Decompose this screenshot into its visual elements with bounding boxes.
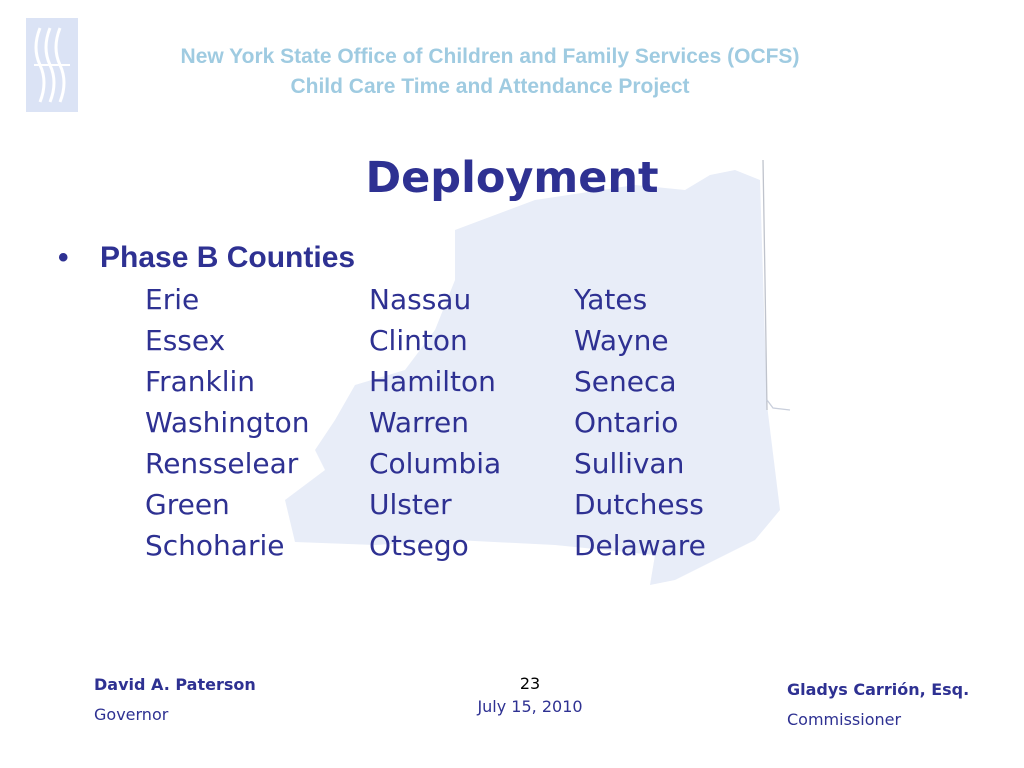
county-name: Delaware — [574, 529, 706, 562]
county-name: Washington — [145, 406, 310, 439]
county-name: Dutchess — [574, 488, 704, 521]
governor-title: Governor — [94, 705, 169, 724]
bullet-icon: • — [58, 241, 69, 274]
bullet-label: Phase B Counties — [100, 241, 356, 274]
footer-commissioner: Gladys Carrión, Esq. Commissioner — [787, 679, 969, 731]
county-name: Warren — [369, 406, 469, 439]
new-york-state-map-icon — [285, 160, 791, 585]
commissioner-title: Commissioner — [787, 710, 902, 729]
slide-header: New York State Office of Children and Fa… — [90, 42, 890, 102]
county-name: Nassau — [369, 283, 472, 316]
county-name: Hamilton — [369, 365, 496, 398]
footer-governor: David A. Paterson Governor — [94, 674, 256, 726]
county-name: Schoharie — [145, 529, 285, 562]
county-name: Clinton — [369, 324, 468, 357]
page-number: 23 — [519, 674, 541, 693]
county-name: Wayne — [574, 324, 669, 357]
county-name: Essex — [145, 324, 226, 357]
county-name: Ulster — [369, 488, 452, 521]
county-name: Franklin — [145, 365, 256, 398]
county-name: Ontario — [574, 406, 679, 439]
county-name: Rensselear — [145, 447, 299, 480]
governor-name: David A. Paterson — [94, 675, 256, 694]
county-name: Yates — [574, 283, 648, 316]
ocfs-logo-icon — [26, 18, 78, 112]
footer-center: 23 July 15, 2010 — [430, 673, 630, 718]
commissioner-name: Gladys Carrión, Esq. — [787, 680, 970, 699]
county-name: Otsego — [369, 529, 469, 562]
county-name: Erie — [145, 283, 200, 316]
county-name: Green — [145, 488, 230, 521]
bullet-item: • Phase B Counties — [58, 238, 355, 278]
county-name: Sullivan — [574, 447, 685, 480]
slide-title: Deployment — [365, 153, 659, 203]
slide-date: July 15, 2010 — [477, 697, 583, 716]
county-name: Columbia — [369, 447, 502, 480]
header-line-1: New York State Office of Children and Fa… — [180, 45, 800, 68]
header-line-2: Child Care Time and Attendance Project — [290, 75, 690, 98]
county-name: Seneca — [574, 365, 677, 398]
